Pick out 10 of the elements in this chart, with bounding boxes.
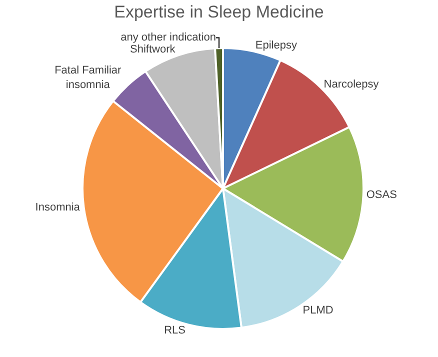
slice-label: any other indication [120, 32, 216, 44]
slice-label: Insomnia [35, 202, 81, 214]
chart-title: Expertise in Sleep Medicine [114, 2, 324, 22]
slice-label: PLMD [302, 304, 334, 316]
slice-label: RLS [164, 324, 186, 336]
slice-label: OSAS [366, 189, 397, 202]
slice-label: Fatal Familiar insomnia [54, 64, 122, 91]
slice-label: Narcolepsy [324, 78, 380, 91]
slice-label: Epilepsy [255, 39, 298, 52]
slice-label: Shiftwork [130, 44, 176, 56]
